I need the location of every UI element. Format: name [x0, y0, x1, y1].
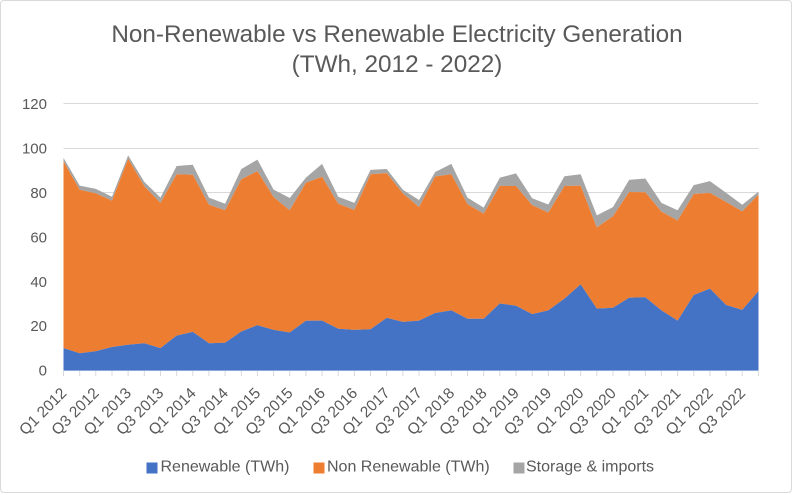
svg-text:(TWh, 2012 - 2022): (TWh, 2012 - 2022)	[292, 51, 503, 78]
svg-text:Non-Renewable vs Renewable Ele: Non-Renewable vs Renewable Electricity G…	[111, 21, 682, 48]
svg-text:100: 100	[22, 141, 47, 158]
svg-text:80: 80	[30, 185, 47, 202]
svg-text:Non Renewable (TWh): Non Renewable (TWh)	[327, 459, 490, 476]
svg-text:20: 20	[30, 318, 47, 335]
svg-text:0: 0	[39, 363, 47, 380]
svg-text:40: 40	[30, 274, 47, 291]
svg-text:120: 120	[22, 96, 47, 113]
svg-text:Renewable (TWh): Renewable (TWh)	[161, 459, 290, 476]
svg-text:Storage & imports: Storage & imports	[526, 459, 654, 476]
svg-text:60: 60	[30, 229, 47, 246]
